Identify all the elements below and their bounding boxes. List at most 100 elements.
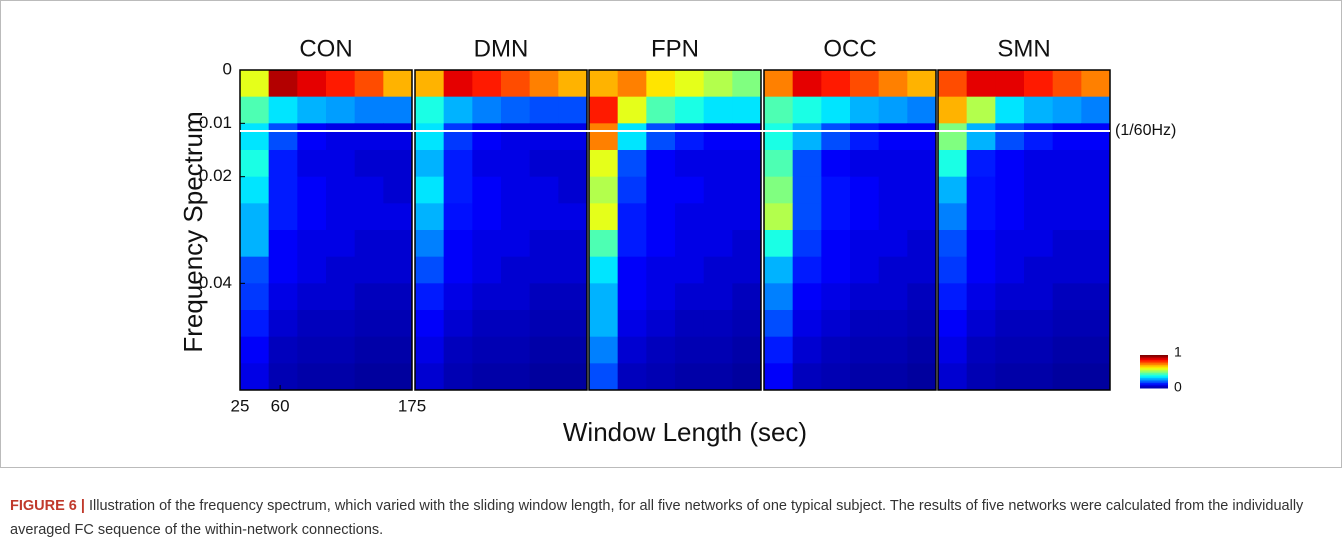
heatmap-cell xyxy=(764,203,794,231)
heatmap-cell xyxy=(443,310,473,338)
colorbar-segment xyxy=(1140,359,1168,363)
heatmap-cell xyxy=(589,123,619,151)
heatmap-cell xyxy=(617,176,647,204)
heatmap-cell xyxy=(240,123,270,151)
y-tick-label: 0.01 xyxy=(199,113,232,132)
heatmap-cell xyxy=(1024,70,1054,98)
heatmap-cell xyxy=(268,176,298,204)
heatmap-cell xyxy=(1024,336,1054,364)
heatmap-cell xyxy=(821,256,851,284)
heatmap-cell xyxy=(646,363,676,391)
heatmap-cell xyxy=(415,230,445,258)
heatmap-cell xyxy=(383,363,413,391)
heatmap-cell xyxy=(297,336,327,364)
heatmap-cell xyxy=(240,176,270,204)
heatmap-cell xyxy=(589,70,619,98)
heatmap-cell xyxy=(966,123,996,151)
heatmap-cell xyxy=(415,336,445,364)
heatmap-cell xyxy=(878,256,908,284)
heatmap-cell xyxy=(995,176,1025,204)
heatmap-cell xyxy=(529,96,559,124)
heatmap-cell xyxy=(501,363,531,391)
colorbar-segment xyxy=(1140,379,1168,382)
heatmap-cell xyxy=(907,256,937,284)
heatmap-cell xyxy=(326,176,356,204)
heatmap-cell xyxy=(821,203,851,231)
heatmap-cell xyxy=(675,150,705,178)
heatmap-cell xyxy=(415,310,445,338)
heatmap-cell xyxy=(732,283,762,311)
heatmap-cell xyxy=(617,336,647,364)
heatmap-cell xyxy=(589,176,619,204)
heatmap-cell xyxy=(764,310,794,338)
heatmap-cell xyxy=(558,256,588,284)
colorbar-segment xyxy=(1140,356,1168,359)
heatmap-cell xyxy=(821,96,851,124)
heatmap-cell xyxy=(1081,150,1111,178)
heatmap-cell xyxy=(383,70,413,98)
heatmap-cell xyxy=(529,336,559,364)
colorbar-segment xyxy=(1140,381,1168,384)
heatmap-cell xyxy=(472,310,502,338)
heatmap-cell xyxy=(501,310,531,338)
heatmap-cell xyxy=(589,96,619,124)
heatmap-cell xyxy=(383,310,413,338)
colorbar-segment xyxy=(1140,358,1168,361)
heatmap-cell xyxy=(383,176,413,204)
heatmap-cell xyxy=(472,203,502,231)
panel-title: CON xyxy=(299,35,352,62)
heatmap-cell xyxy=(354,203,384,231)
heatmap-cell xyxy=(415,203,445,231)
heatmap-cell xyxy=(326,70,356,98)
heatmap-cell xyxy=(995,123,1025,151)
heatmap-cell xyxy=(821,363,851,391)
heatmap-cell xyxy=(240,96,270,124)
heatmap-cell xyxy=(1052,310,1082,338)
y-tick-label: 0.02 xyxy=(199,166,232,185)
x-tick-label: 175 xyxy=(398,396,426,415)
heatmap-cell xyxy=(354,70,384,98)
heatmap-cell xyxy=(821,336,851,364)
heatmap-cell xyxy=(383,96,413,124)
heatmap-cell xyxy=(821,150,851,178)
heatmap-cell xyxy=(326,123,356,151)
colorbar-segment xyxy=(1140,361,1168,364)
heatmap-cell xyxy=(268,123,298,151)
heatmap-cell xyxy=(1081,230,1111,258)
heatmap-cell xyxy=(646,70,676,98)
heatmap-cell xyxy=(558,230,588,258)
heatmap-cell xyxy=(878,283,908,311)
heatmap-cell xyxy=(501,70,531,98)
heatmap-cell xyxy=(589,363,619,391)
panel-title: FPN xyxy=(651,35,699,62)
heatmap-cell xyxy=(383,283,413,311)
heatmap-cell xyxy=(850,283,880,311)
colorbar-tick-label: 1 xyxy=(1174,344,1182,360)
heatmap-cell xyxy=(297,176,327,204)
heatmap-cell xyxy=(938,176,968,204)
heatmap-cell xyxy=(792,283,822,311)
heatmap-cell xyxy=(617,283,647,311)
heatmap-cell xyxy=(821,70,851,98)
heatmap-cell xyxy=(732,150,762,178)
colorbar-segment xyxy=(1140,378,1168,381)
heatmap-cell xyxy=(703,336,733,364)
heatmap-cell xyxy=(1052,123,1082,151)
colorbar-segment xyxy=(1140,363,1168,366)
heatmap-cell xyxy=(1081,203,1111,231)
heatmap-cell xyxy=(589,150,619,178)
heatmap-cell xyxy=(472,230,502,258)
heatmap-cell xyxy=(703,230,733,258)
heatmap-cell xyxy=(268,256,298,284)
heatmap-cell xyxy=(415,363,445,391)
heatmap-cell xyxy=(558,176,588,204)
heatmap-cell xyxy=(268,230,298,258)
heatmap-cell xyxy=(268,363,298,391)
x-axis-label: Window Length (sec) xyxy=(563,417,807,447)
heatmap-cell xyxy=(646,310,676,338)
heatmap-cell xyxy=(529,70,559,98)
heatmap-cell xyxy=(472,363,502,391)
heatmap-cell xyxy=(675,70,705,98)
heatmap-cell xyxy=(732,176,762,204)
caption-text: Illustration of the frequency spectrum, … xyxy=(10,498,1304,538)
